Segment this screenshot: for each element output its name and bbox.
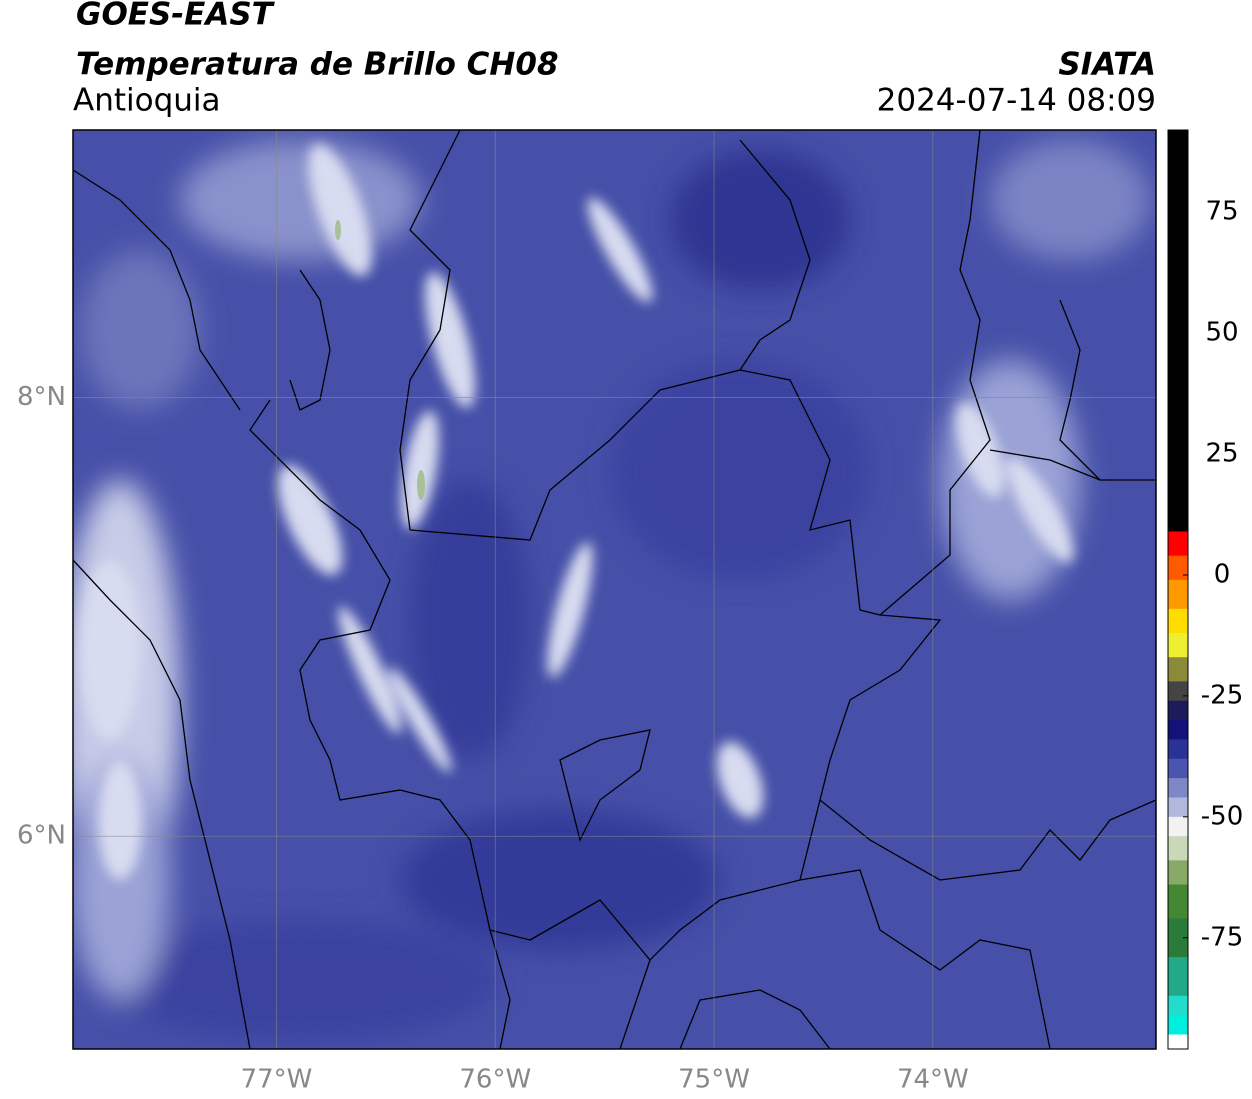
x-tick-label: 75°W: [678, 1065, 750, 1095]
colorbar-segment: [1168, 884, 1188, 919]
colorbar-segment: [1168, 1034, 1188, 1050]
source: SIATA: [1058, 47, 1156, 83]
datetime: 2024-07-14 08:09: [877, 83, 1156, 119]
y-tick-label: 8°N: [17, 382, 66, 412]
colorbar-segment: [1168, 860, 1188, 886]
x-tick-label: 74°W: [897, 1065, 969, 1095]
colorbar-segment: [1168, 836, 1188, 861]
colorbar-tick-label: -25: [1201, 680, 1243, 710]
colorbar-segment: [1168, 778, 1188, 798]
colorbar-segment: [1168, 1015, 1188, 1035]
colorbar-segment: [1168, 633, 1188, 658]
colorbar-segment: [1168, 995, 1188, 1016]
colorbar-tick-label: 50: [1205, 318, 1238, 348]
y-tick-label: 6°N: [17, 821, 66, 851]
colorbar-segment: [1168, 579, 1188, 610]
satellite: GOES-EAST: [76, 0, 276, 33]
title: Temperatura de Brillo CH08: [76, 47, 559, 83]
colorbar-segment: [1168, 608, 1188, 634]
borders: [73, 130, 1156, 1049]
colorbar-segment: [1168, 957, 1188, 997]
colorbar-tick-label: -75: [1201, 922, 1243, 952]
colorbar-segment: [1168, 555, 1188, 581]
colorbar-segment: [1168, 531, 1188, 557]
colorbar-tick-label: 25: [1205, 439, 1238, 469]
colorbar-tick-label: 0: [1214, 559, 1231, 589]
map-frame: [72, 129, 1157, 1050]
colorbar-segment: [1168, 758, 1188, 779]
colorbar-tick-label: -50: [1201, 801, 1243, 831]
colorbar-segment: [1168, 681, 1188, 702]
x-tick-label: 76°W: [459, 1065, 531, 1095]
colorbar-segment: [1168, 720, 1188, 740]
colorbar-segment: [1168, 816, 1188, 837]
colorbar-tick-label: 75: [1205, 197, 1238, 227]
colorbar-segment: [1168, 797, 1188, 818]
colorbar-segment: [1168, 918, 1188, 958]
colorbar-segment: [1168, 130, 1188, 532]
colorbar-segment: [1168, 700, 1188, 721]
region: Antioquia: [73, 83, 221, 119]
colorbar-segment: [1168, 739, 1188, 760]
colorbar-segment: [1168, 657, 1188, 682]
colorbar-frame: [1167, 129, 1189, 1050]
x-tick-label: 77°W: [241, 1065, 313, 1095]
imagery: [73, 130, 1156, 1049]
